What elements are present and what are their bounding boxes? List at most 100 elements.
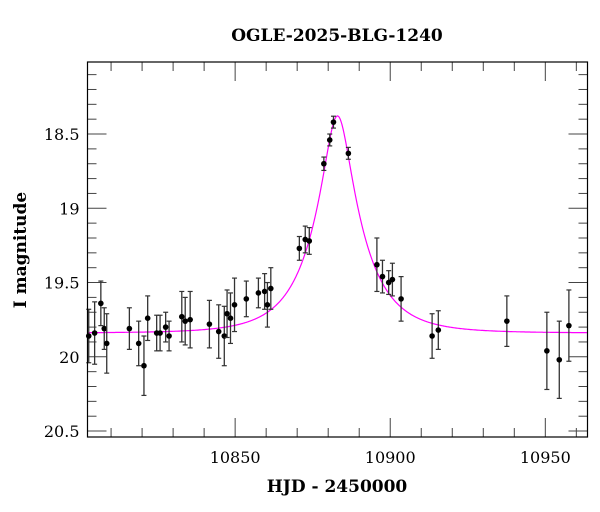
point-marker bbox=[398, 296, 404, 302]
data-point bbox=[429, 313, 435, 359]
point-marker bbox=[306, 238, 313, 244]
point-marker bbox=[141, 362, 147, 369]
point-marker bbox=[91, 330, 98, 336]
data-point bbox=[231, 277, 238, 333]
point-marker bbox=[227, 315, 234, 321]
point-marker bbox=[389, 276, 396, 283]
chart-title: OGLE-2025-BLG-1240 bbox=[231, 26, 443, 46]
data-point bbox=[255, 277, 262, 309]
data-point bbox=[215, 304, 222, 359]
data-point bbox=[264, 281, 271, 328]
point-marker bbox=[101, 325, 108, 332]
data-point bbox=[379, 259, 386, 294]
point-marker bbox=[231, 302, 238, 308]
y-tick-label: 19 bbox=[59, 199, 79, 218]
point-marker bbox=[98, 300, 104, 307]
plot-frame bbox=[86, 61, 589, 438]
point-marker bbox=[435, 327, 442, 333]
point-marker bbox=[345, 150, 352, 157]
point-marker bbox=[85, 333, 92, 339]
point-marker bbox=[187, 316, 193, 323]
point-marker bbox=[544, 348, 550, 354]
data-point bbox=[227, 292, 234, 345]
point-marker bbox=[268, 285, 274, 292]
point-marker bbox=[566, 322, 572, 329]
point-marker bbox=[144, 315, 151, 321]
x-tick-label: 10900 bbox=[365, 448, 416, 467]
data-point bbox=[135, 320, 142, 367]
data-point bbox=[296, 235, 303, 261]
y-tick-label: 18.5 bbox=[44, 125, 80, 144]
model-curve-group bbox=[87, 115, 588, 334]
data-point bbox=[166, 320, 172, 352]
data-point bbox=[126, 307, 133, 350]
data-point bbox=[206, 299, 213, 349]
point-marker bbox=[126, 325, 133, 332]
data-point bbox=[504, 295, 510, 348]
point-marker bbox=[178, 313, 185, 320]
point-marker bbox=[321, 160, 327, 167]
data-point bbox=[178, 290, 185, 343]
x-tick-label: 10950 bbox=[520, 448, 571, 467]
data-point bbox=[224, 289, 230, 339]
data-point bbox=[182, 296, 189, 346]
data-point bbox=[306, 226, 313, 255]
y-axis-label: I magnitude bbox=[11, 192, 31, 309]
data-point bbox=[103, 313, 110, 374]
point-marker bbox=[379, 273, 386, 280]
point-marker bbox=[206, 321, 213, 327]
data-point bbox=[85, 308, 92, 364]
data-point bbox=[345, 146, 352, 160]
data-point bbox=[398, 276, 404, 322]
point-marker bbox=[166, 333, 172, 339]
point-marker bbox=[326, 137, 333, 143]
data-point bbox=[374, 237, 380, 293]
data-point bbox=[98, 280, 104, 327]
data-point bbox=[261, 273, 268, 310]
data-point bbox=[330, 115, 337, 129]
data-point bbox=[544, 311, 550, 391]
point-marker bbox=[162, 324, 169, 330]
point-marker bbox=[135, 340, 142, 347]
x-axis-label: HJD - 2450000 bbox=[267, 477, 408, 497]
point-marker bbox=[261, 288, 268, 295]
model-curve bbox=[87, 115, 588, 334]
point-marker bbox=[296, 245, 303, 252]
data-point bbox=[321, 156, 327, 172]
point-marker bbox=[330, 119, 337, 125]
point-marker bbox=[255, 290, 262, 296]
axis-ticks bbox=[87, 62, 588, 437]
data-point bbox=[385, 270, 392, 296]
point-marker bbox=[157, 330, 163, 336]
point-marker bbox=[374, 261, 380, 268]
point-marker bbox=[556, 356, 563, 363]
data-points bbox=[85, 115, 572, 399]
data-point bbox=[566, 289, 572, 362]
point-marker bbox=[215, 328, 222, 335]
data-point bbox=[268, 267, 274, 310]
data-point bbox=[162, 311, 169, 343]
point-marker bbox=[182, 318, 189, 324]
data-point bbox=[435, 310, 442, 350]
data-point bbox=[389, 262, 396, 297]
point-marker bbox=[224, 310, 230, 317]
data-point bbox=[144, 295, 151, 342]
point-marker bbox=[385, 279, 392, 286]
point-marker bbox=[243, 296, 250, 302]
data-point bbox=[157, 314, 163, 352]
y-tick-label: 20.5 bbox=[44, 422, 80, 441]
y-tick-label: 20 bbox=[59, 348, 79, 367]
tick-labels: 10850 10900 10950 18.5 19 19.5 20 20.5 bbox=[44, 125, 571, 467]
point-marker bbox=[429, 333, 435, 339]
y-tick-label: 19.5 bbox=[44, 274, 80, 293]
data-point bbox=[187, 290, 193, 349]
data-point bbox=[326, 133, 333, 147]
data-point bbox=[141, 335, 147, 397]
data-point bbox=[243, 280, 250, 318]
point-marker bbox=[264, 302, 271, 308]
data-point bbox=[556, 320, 563, 399]
point-marker bbox=[103, 340, 110, 347]
point-marker bbox=[504, 318, 510, 324]
data-point bbox=[91, 301, 98, 365]
